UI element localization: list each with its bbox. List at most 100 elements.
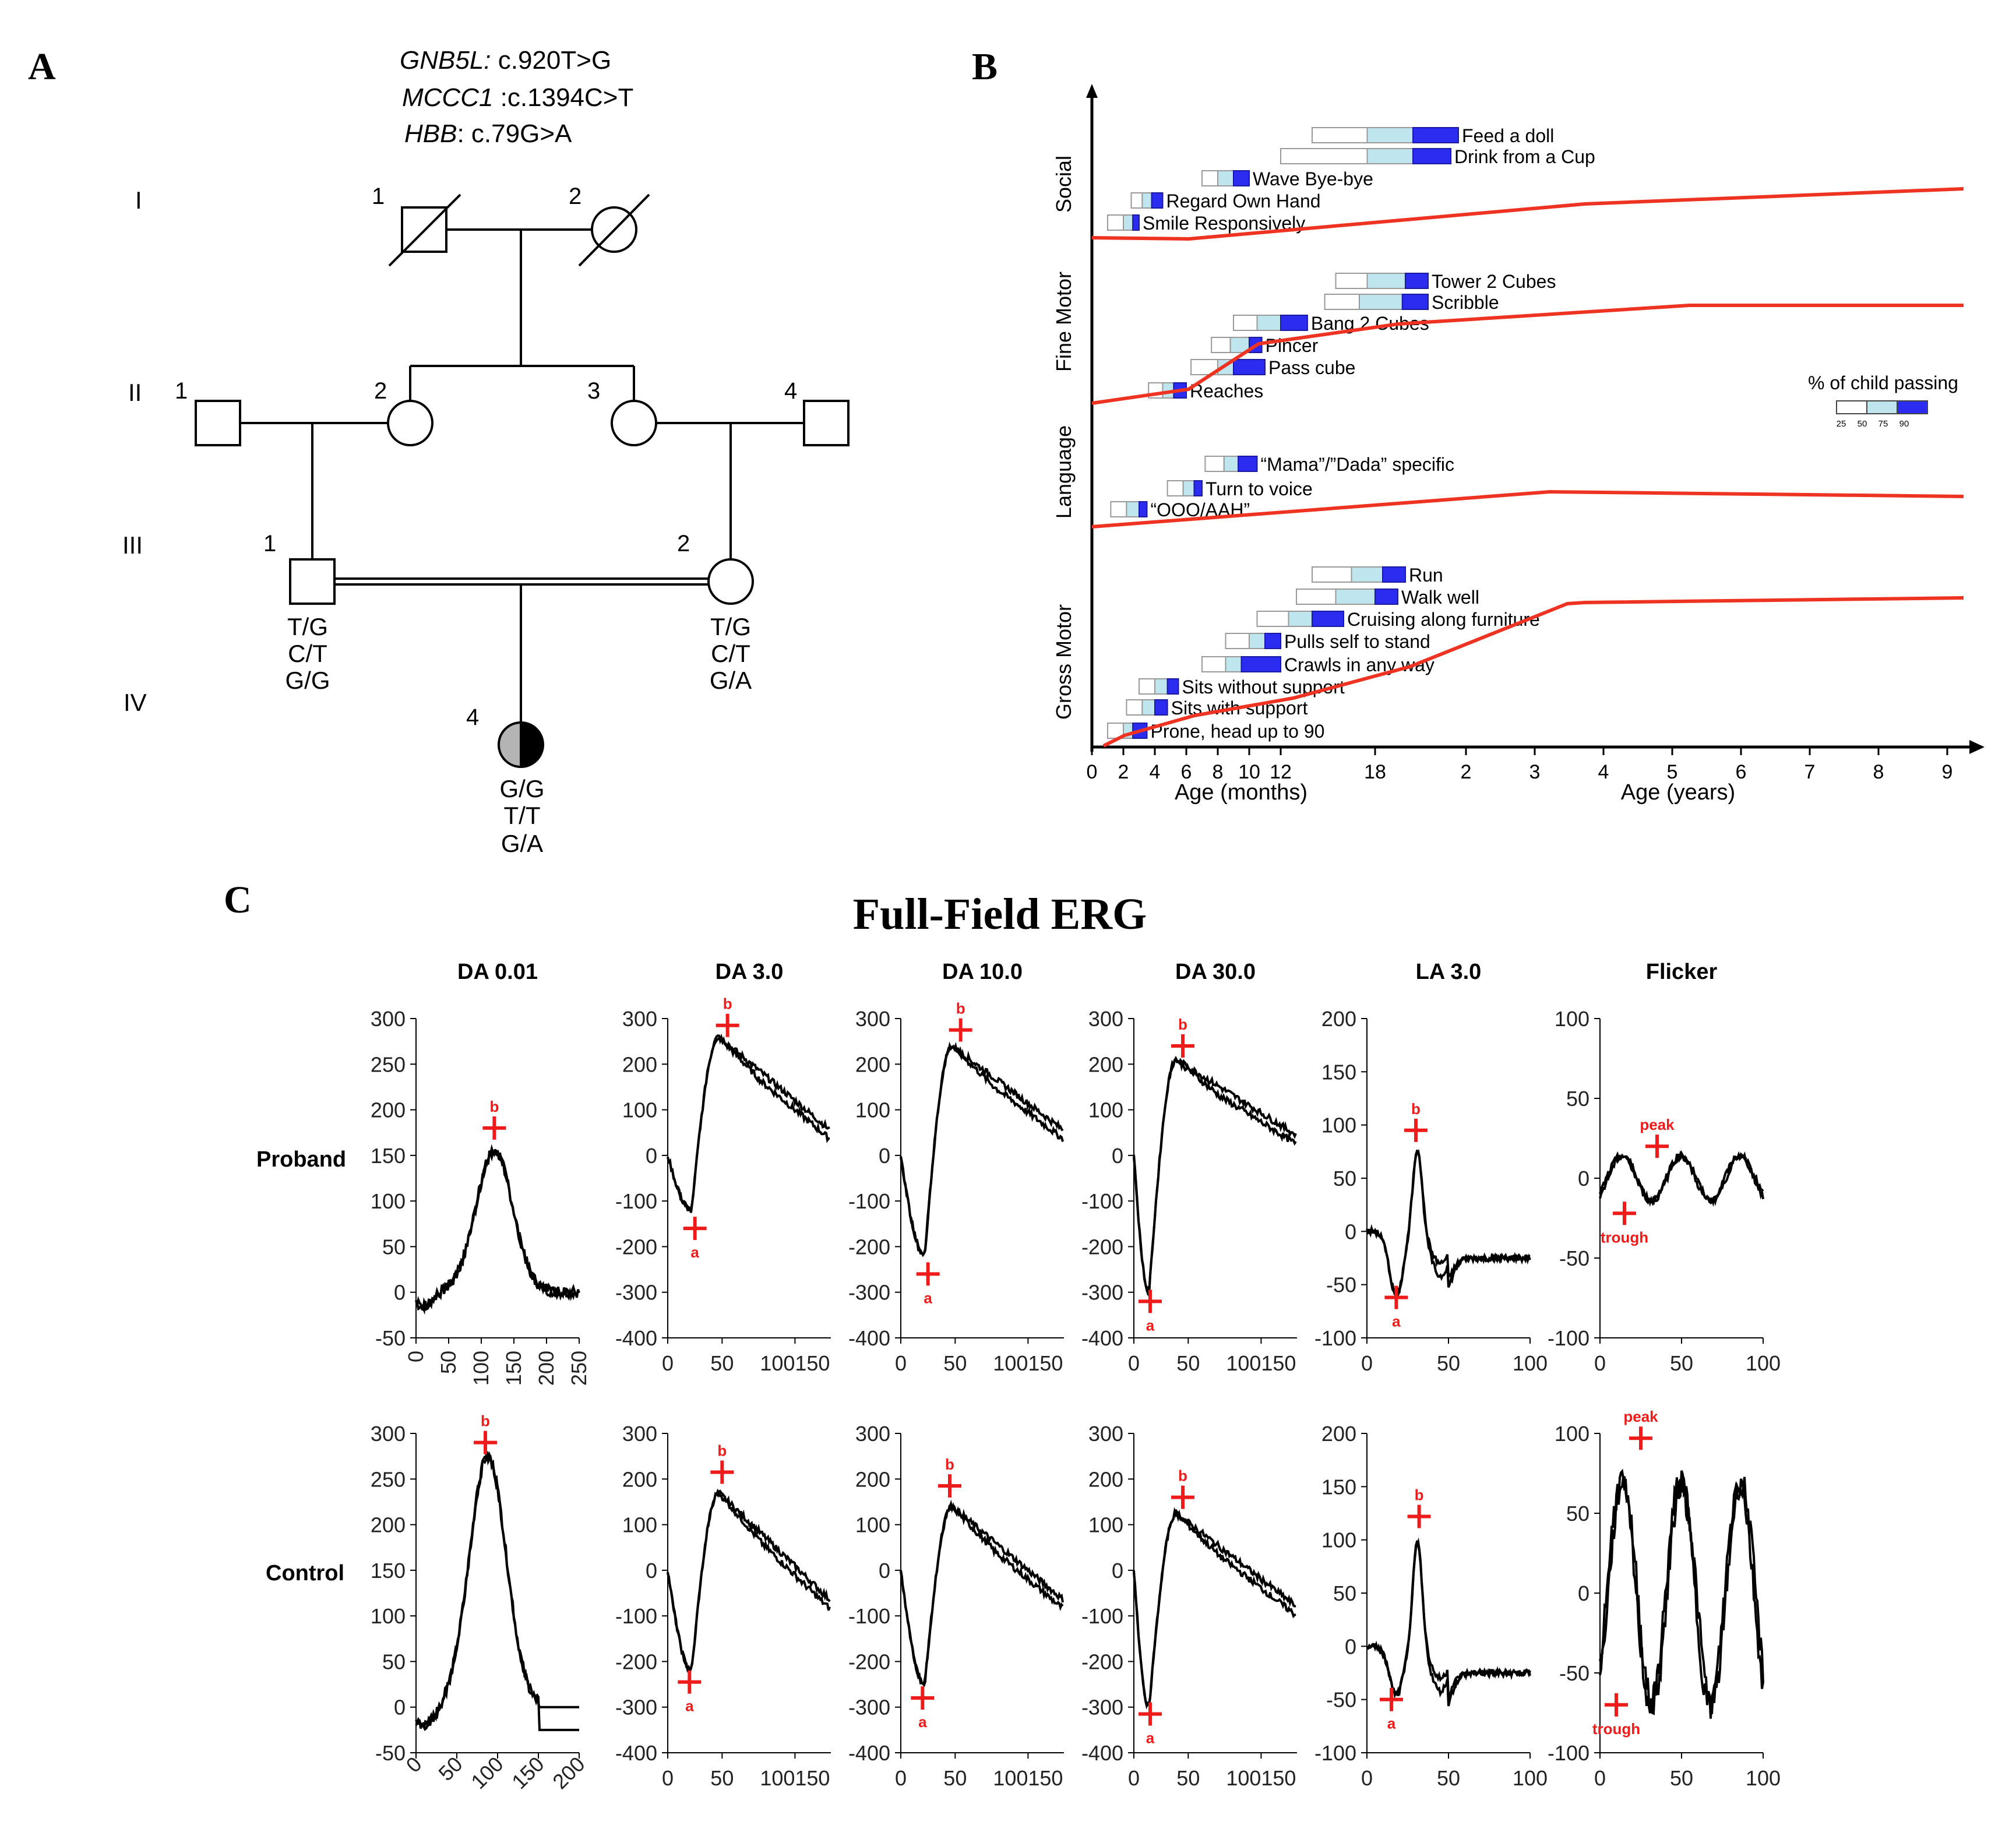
- erg-trace: [1366, 1149, 1531, 1299]
- milestone-band-25-50: [1139, 678, 1155, 695]
- milestone-band-75-90: [1193, 480, 1203, 496]
- erg-x-tick-label: 200: [548, 1752, 589, 1794]
- num-ii4: 4: [784, 378, 797, 404]
- milestone-label: Pass cube: [1268, 357, 1355, 378]
- milestone-turn-to-voice: Turn to voice: [1166, 478, 1313, 499]
- milestone-band-75-90: [1166, 678, 1179, 695]
- marker-label: b: [1178, 1016, 1187, 1033]
- erg-y-tick-label: 0: [646, 1559, 657, 1583]
- erg-marker-a: a: [1380, 1687, 1403, 1732]
- num-iii1: 1: [263, 531, 276, 556]
- patient-curve-gross-motor: [1102, 596, 1964, 748]
- marker-label: a: [685, 1697, 694, 1715]
- milestone-crawls-in-any-way: Crawls in any way: [1201, 654, 1435, 675]
- erg-y-tick-label: 300: [371, 1007, 406, 1031]
- year-tick-label: 6: [1736, 761, 1747, 783]
- legend-tick-75: 75: [1878, 419, 1888, 429]
- erg-y-tick-label: 50: [1566, 1502, 1589, 1525]
- marker-label: a: [1146, 1729, 1155, 1746]
- legend-swatch-50: [1866, 400, 1898, 414]
- milestone-band-25-50: [1335, 273, 1368, 289]
- milestone-sits-without-support: Sits without support: [1139, 677, 1345, 697]
- milestone-prone-head-up-to-90: Prone, head up to 90: [1107, 721, 1324, 742]
- erg-marker-b: b: [710, 1442, 734, 1484]
- genotype-iii1-mccc1: C/T: [288, 640, 327, 667]
- erg-x-tick-label: 50: [1437, 1766, 1460, 1790]
- erg-y-tick-label: 150: [371, 1559, 406, 1583]
- erg-x-tick-label: 0: [1361, 1351, 1373, 1375]
- erg-x-tick-label: 0: [1594, 1351, 1606, 1375]
- milestone-label: Sits without support: [1182, 677, 1345, 697]
- erg-y-tick-label: -400: [615, 1326, 657, 1350]
- erg-y-tick-label: 250: [371, 1467, 406, 1491]
- milestone-band-50-75: [1182, 480, 1195, 496]
- erg-x-tick-label: 50: [710, 1766, 734, 1790]
- milestone-band-75-90: [1154, 699, 1168, 716]
- erg-y-tick-label: -50: [1326, 1688, 1356, 1712]
- erg-trace: [900, 1041, 1064, 1257]
- erg-y-tick-label: -400: [848, 1741, 890, 1765]
- erg-trace: [1599, 1150, 1764, 1207]
- erg-trace: [667, 1488, 831, 1673]
- num-ii2: 2: [374, 378, 387, 404]
- erg-x-tick-label: 0: [662, 1351, 674, 1375]
- month-tick-label: 12: [1270, 761, 1292, 783]
- patient-curve-social: [1091, 187, 1964, 241]
- erg-x-tick-label: 50: [436, 1351, 460, 1374]
- erg-marker-a: a: [1384, 1285, 1408, 1330]
- row-label-control: Control: [266, 1561, 344, 1586]
- erg-x-tick-label: 0: [1361, 1766, 1373, 1790]
- marker-label: a: [690, 1243, 699, 1261]
- milestone-band-50-75: [1256, 315, 1281, 331]
- marker-label: b: [481, 1412, 490, 1430]
- milestone-feed-a-doll: Feed a doll: [1312, 125, 1554, 146]
- generation-i: I: [135, 186, 142, 214]
- marker-label: a: [1392, 1313, 1401, 1330]
- erg-x-tick-label: 100150: [993, 1351, 1063, 1375]
- legend-swatch-75: [1897, 400, 1928, 414]
- year-tick-label: 2: [1461, 761, 1472, 783]
- milestone-band-75-90: [1412, 127, 1459, 143]
- erg-trace: [900, 1499, 1064, 1685]
- erg-y-tick-label: -100: [1314, 1326, 1356, 1350]
- erg-x-tick-label: 50: [433, 1752, 467, 1785]
- marker-label: trough: [1592, 1720, 1640, 1738]
- erg-y-tick-label: -300: [615, 1696, 657, 1720]
- development-ticks: 0 2 4 6 8 10 12 18 2 3 4 5 6 7 8 9: [1087, 747, 1953, 783]
- erg-x-tick-label: 250: [567, 1351, 591, 1386]
- variant-3: HBB: c.79G>A: [404, 119, 572, 148]
- genotype-iii2-gnb5l: T/G: [710, 613, 751, 640]
- erg-marker-a: a: [683, 1217, 707, 1261]
- milestone-label: Walk well: [1401, 587, 1479, 608]
- erg-y-tick-label: -100: [615, 1189, 657, 1213]
- milestone-band-50-75: [1229, 337, 1250, 353]
- erg-y-tick-label: -200: [1081, 1235, 1123, 1259]
- milestone-label: Reaches: [1190, 380, 1263, 401]
- erg-trace: [667, 1033, 830, 1213]
- marker-label: b: [945, 1456, 954, 1473]
- erg-x-tick-label: 0: [1594, 1766, 1606, 1790]
- erg-y-tick-label: 0: [646, 1144, 657, 1168]
- variant-2: MCCC1 :c.1394C>T: [402, 83, 633, 112]
- erg-x-tick-label: 100150: [1226, 1766, 1296, 1790]
- erg-y-tick-label: 0: [1345, 1634, 1356, 1658]
- erg-marker-peak: peak: [1640, 1116, 1675, 1158]
- milestone-regard-own-hand: Regard Own Hand: [1130, 191, 1321, 212]
- erg-x-tick-label: 100: [1746, 1351, 1781, 1375]
- milestone-band-50-75: [1335, 589, 1376, 605]
- erg-y-tick-label: 100: [855, 1098, 890, 1122]
- domain-labels: Social Fine Motor Language Gross Motor: [1052, 156, 1076, 720]
- milestone-label: Regard Own Hand: [1166, 191, 1321, 212]
- erg-marker-trough: trough: [1601, 1202, 1648, 1246]
- variant-1: GNB5L: c.920T>G: [400, 46, 611, 75]
- milestone-band-25-50: [1201, 170, 1218, 186]
- year-tick-label: 9: [1942, 761, 1953, 783]
- genotype-iii2-hbb: G/A: [710, 667, 752, 694]
- erg-trace: [1599, 1468, 1764, 1714]
- genotype-iv4-mccc1: T/T: [504, 802, 541, 829]
